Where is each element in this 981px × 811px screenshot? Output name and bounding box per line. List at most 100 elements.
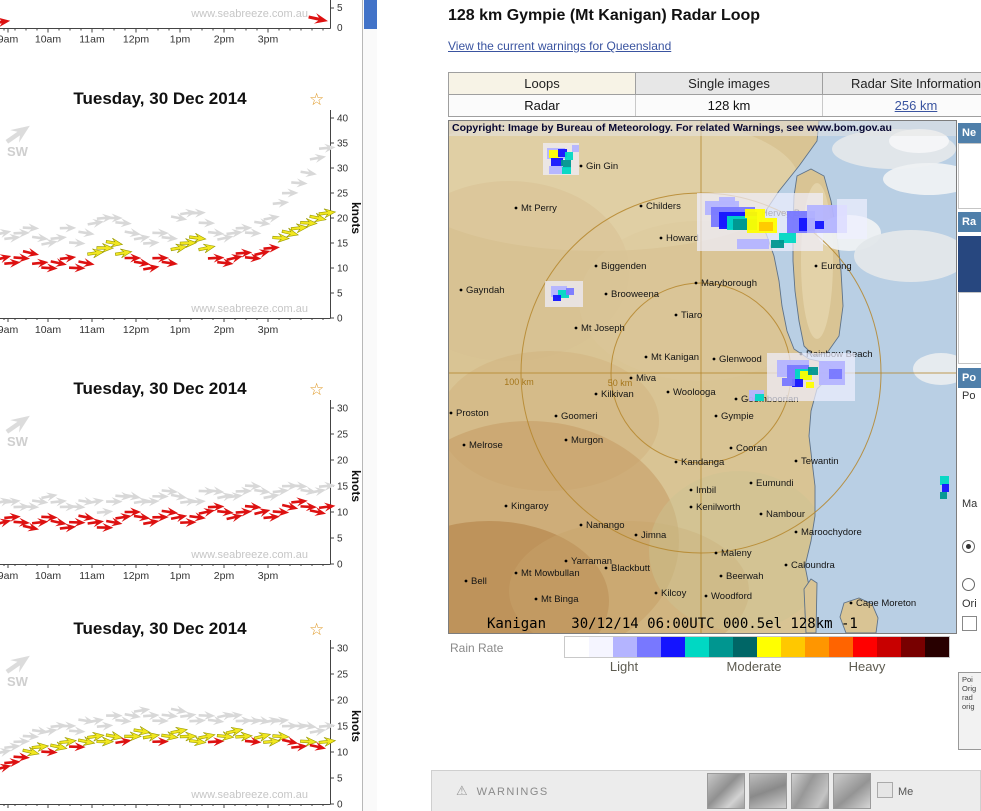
legend-color-box [637,637,661,657]
sidebar-radio-2[interactable] [962,578,975,591]
svg-text:Murgon: Murgon [571,435,603,446]
scale-label-moderate: Moderate [726,659,782,674]
svg-text:5: 5 [337,774,343,785]
svg-text:Jimna: Jimna [641,530,667,541]
svg-text:1pm: 1pm [170,324,191,336]
warnings-footer-bar[interactable]: ⚠ WARNINGS Me [431,770,981,811]
favourite-star-icon[interactable]: ☆ [309,620,324,639]
map-status-line: Kanigan 30/12/14 06:00UTC 000.5el 128km … [487,616,858,632]
svg-text:20: 20 [337,696,349,707]
tab-loops[interactable]: Loops [449,73,636,94]
svg-text:Maryborough: Maryborough [701,278,757,289]
svg-text:12pm: 12pm [123,324,150,336]
svg-text:SW: SW [7,674,29,689]
svg-text:11am: 11am [79,324,105,336]
svg-text:25: 25 [337,670,349,681]
svg-text:Melrose: Melrose [469,440,503,451]
svg-text:Mt Binga: Mt Binga [541,594,579,605]
radar-thumbnails [707,773,871,809]
radar-thumbnail[interactable] [833,773,871,809]
svg-text:Tiaro: Tiaro [681,310,702,321]
radar-thumbnail[interactable] [749,773,787,809]
svg-text:Goomeri: Goomeri [561,411,597,422]
favourite-star-icon[interactable]: ☆ [309,90,324,109]
me-item[interactable]: Me [877,782,913,798]
svg-text:30: 30 [337,404,349,415]
svg-text:10am: 10am [35,324,62,336]
svg-text:www.seabreeze.com.au: www.seabreeze.com.au [190,789,308,801]
svg-text:Mt Perry: Mt Perry [521,203,557,214]
svg-text:9am: 9am [0,570,18,582]
radar-thumbnail[interactable] [791,773,829,809]
svg-text:25: 25 [337,430,349,441]
svg-text:Woodford: Woodford [711,591,752,602]
map-copyright-text: Copyright: Image by Bureau of Meteorolog… [449,121,956,136]
note-line: Orig [962,684,977,693]
legend-color-box [757,637,781,657]
wind-graph-panel-1: Tuesday, 30 Dec 2014 ☆ SW www.seabreeze.com… [0,89,362,336]
svg-text:9am: 9am [0,34,18,46]
legend-color-box [589,637,613,657]
warnings-section[interactable]: ⚠ WARNINGS [456,783,549,799]
svg-text:3pm: 3pm [258,324,279,336]
svg-text:35: 35 [337,139,349,150]
svg-text:11am: 11am [79,34,105,46]
rain-rate-scale-labels: Light Moderate Heavy [564,659,950,677]
tab-single-images[interactable]: Single images [636,73,823,94]
sidebar-selected-item[interactable] [958,236,981,292]
svg-text:Childers: Childers [646,201,681,212]
svg-text:20: 20 [337,456,349,467]
right-sidebar-clipped: Ne Ra Po Po Ma Ori Poi Orig rad orig [958,0,981,811]
sidebar-checkbox[interactable] [962,616,977,631]
note-line: Poi [962,675,973,684]
svg-text:Eurong: Eurong [821,261,852,272]
svg-text:0: 0 [337,800,343,811]
radar-thumbnail[interactable] [707,773,745,809]
tab-radar-site-information[interactable]: Radar Site Information [823,73,981,94]
legend-color-box [925,637,949,657]
favourite-star-icon[interactable]: ☆ [309,380,324,399]
svg-text:www.seabreeze.com.au: www.seabreeze.com.au [190,8,308,20]
svg-text:Miva: Miva [636,373,657,384]
radar-tabbar: Loops Single images Radar Site Informati… [448,72,981,94]
seabreeze-wind-graphs-column: www.seabreeze.com.au 5 0 9am 10am 11am 12pm 1pm… [0,0,362,811]
sidebar-item-ori[interactable]: Ori [962,598,977,610]
radar-range-row: Radar 128 km 256 km [448,94,981,117]
sidebar-item-ma[interactable]: Ma [962,498,978,510]
range-256km-link[interactable]: 256 km [823,95,981,116]
me-label: Me [898,786,914,798]
svg-text:15: 15 [337,239,349,250]
svg-text:Cape Moreton: Cape Moreton [856,598,916,609]
svg-text:Tewantin: Tewantin [801,456,839,467]
svg-text:Yarraman: Yarraman [571,556,612,567]
svg-text:Caloundra: Caloundra [791,560,836,571]
svg-text:SW: SW [7,434,29,449]
vertical-scrollbar[interactable] [362,0,378,811]
svg-text:0: 0 [337,314,343,325]
svg-text:Nanango: Nanango [586,520,625,531]
sidebar-radio-1[interactable] [962,540,975,553]
svg-text:Bell: Bell [471,576,487,587]
svg-text:12pm: 12pm [123,34,150,46]
radar-echoes [543,143,949,499]
svg-text:5: 5 [337,3,343,14]
legend-color-box [685,637,709,657]
svg-text:30: 30 [337,164,349,175]
radar-label-cell: Radar [449,95,636,116]
svg-text:1pm: 1pm [170,34,191,46]
svg-text:Glenwood: Glenwood [719,354,762,365]
svg-text:Tuesday, 30 Dec 2014: Tuesday, 30 Dec 2014 [73,379,247,398]
sidebar-item-po[interactable]: Po [962,390,976,402]
legend-color-box [565,637,589,657]
svg-text:www.seabreeze.com.au: www.seabreeze.com.au [190,303,308,315]
warnings-link[interactable]: View the current warnings for Queensland [448,39,672,53]
svg-text:20: 20 [337,214,349,225]
svg-text:Mt Joseph: Mt Joseph [581,323,625,334]
svg-text:10: 10 [337,508,349,519]
svg-text:SW: SW [7,144,29,159]
scrollbar-thumb[interactable] [364,0,377,29]
svg-text:Biggenden: Biggenden [601,261,646,272]
